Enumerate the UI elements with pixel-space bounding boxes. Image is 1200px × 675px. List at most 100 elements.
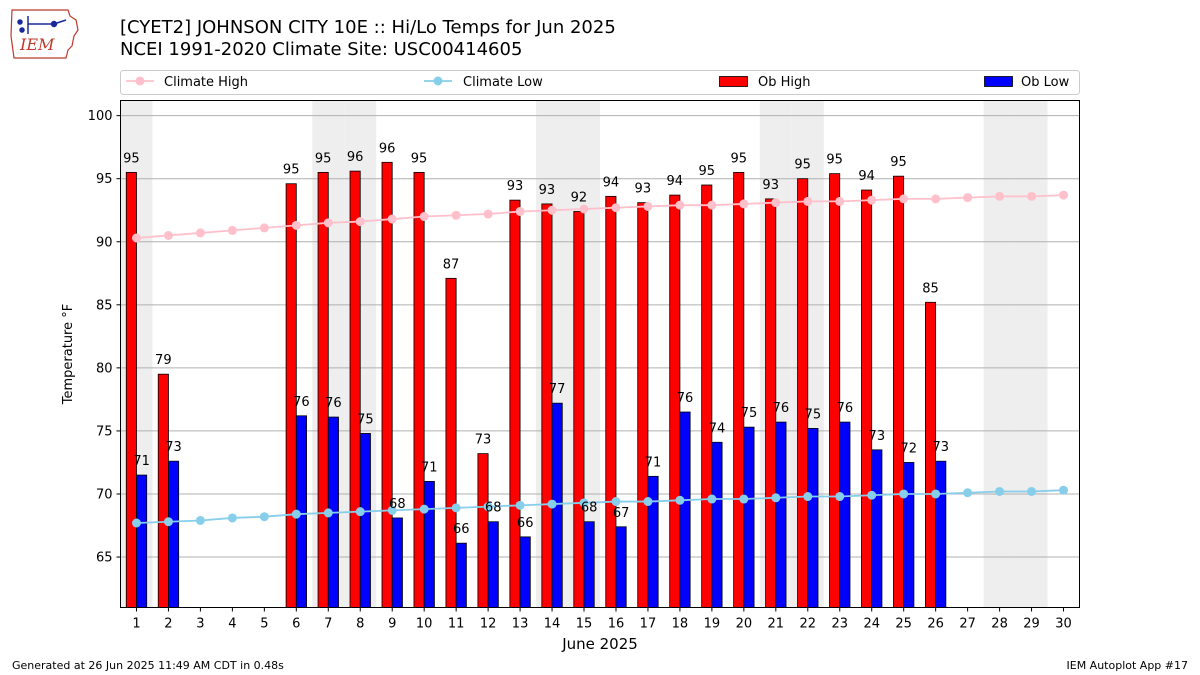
climate-low-point <box>707 494 717 504</box>
weekend-shade <box>1015 100 1048 608</box>
ob-low-bar <box>423 480 435 608</box>
ob-high-bar <box>893 175 905 608</box>
x-tick-label: 7 <box>324 617 332 632</box>
ob-high-label: 95 <box>890 155 907 170</box>
ob-high-label: 93 <box>507 179 524 194</box>
x-tick-label: 24 <box>863 617 880 632</box>
climate-high-point <box>195 228 205 238</box>
x-tick-label: 10 <box>416 617 433 632</box>
climate-high-point <box>547 205 557 215</box>
climate-low-point <box>803 492 813 502</box>
y-tick-label: 95 <box>96 172 113 187</box>
y-tick-label: 85 <box>96 298 113 313</box>
generated-note: Generated at 26 Jun 2025 11:49 AM CDT in… <box>12 659 284 672</box>
climate-low-point <box>867 490 877 500</box>
ob-high-label: 94 <box>667 174 684 189</box>
climate-low-point <box>355 507 365 517</box>
climate-high-point <box>1027 191 1037 201</box>
ob-high-bar <box>605 195 617 608</box>
ob-high-bar <box>413 171 425 608</box>
ob-low-bar <box>519 536 531 608</box>
legend-label-ob-low: Ob Low <box>1021 75 1070 90</box>
x-tick-label: 5 <box>260 617 268 632</box>
app-credit: IEM Autoplot App #17 <box>1066 659 1189 672</box>
ob-high-bar <box>797 178 809 608</box>
ob-high-bar <box>477 453 489 608</box>
ob-low-label: 76 <box>293 395 310 410</box>
x-tick-label: 8 <box>356 617 364 632</box>
ob-low-label: 74 <box>709 421 726 436</box>
ob-low-bar <box>935 460 947 608</box>
ob-low-label: 75 <box>805 407 822 422</box>
climate-low-point <box>515 500 525 510</box>
climate-high-point <box>707 200 717 210</box>
legend-label-climate-high: Climate High <box>164 75 248 90</box>
climate-low-point <box>323 508 333 518</box>
ob-high-label: 92 <box>571 190 588 205</box>
ob-low-label: 68 <box>485 501 502 516</box>
climate-low-point <box>675 495 685 505</box>
ob-low-label: 67 <box>613 506 630 521</box>
climate-low-point <box>1059 485 1069 495</box>
weather-station-icon <box>17 16 67 34</box>
ob-low-label: 75 <box>741 406 758 421</box>
x-tick-label: 21 <box>768 617 785 632</box>
x-tick-label: 30 <box>1055 617 1072 632</box>
climate-high-point <box>931 194 941 204</box>
ob-low-bar <box>583 521 595 608</box>
ob-high-label: 95 <box>826 153 843 168</box>
x-tick-label: 2 <box>164 617 172 632</box>
climate-high-point <box>867 195 877 205</box>
climate-high-point <box>803 196 813 206</box>
ob-high-bar <box>861 189 873 608</box>
ob-high-bar <box>637 202 649 608</box>
x-tick-label: 27 <box>959 617 976 632</box>
climate-low-point <box>579 498 589 508</box>
climate-high-point <box>739 199 749 209</box>
ob-low-label: 76 <box>325 396 342 411</box>
climate-high-point <box>131 233 141 243</box>
x-axis-label: June 2025 <box>561 635 638 653</box>
ob-high-bar <box>733 171 745 608</box>
ob-low-bar <box>807 428 819 608</box>
x-tick-label: 23 <box>831 617 848 632</box>
ob-low-label: 76 <box>773 401 790 416</box>
climate-high-point <box>899 194 909 204</box>
legend-label-ob-high: Ob High <box>758 75 811 90</box>
ob-low-bar <box>743 426 755 608</box>
x-tick-label: 20 <box>736 617 753 632</box>
chart-title: [CYET2] JOHNSON CITY 10E :: Hi/Lo Temps … <box>120 17 616 61</box>
ob-low-label: 77 <box>549 382 566 397</box>
climate-high-point <box>963 193 973 203</box>
legend-item-ob-low: Ob Low <box>984 75 1070 90</box>
ob-low-label: 68 <box>581 501 598 516</box>
ob-low-bar <box>136 474 148 608</box>
climate-high-point <box>643 201 653 211</box>
ob-low-label: 73 <box>165 440 182 455</box>
x-tick-label: 28 <box>991 617 1008 632</box>
x-tick-label: 17 <box>640 617 657 632</box>
x-tick-label: 14 <box>544 617 561 632</box>
climate-low-point <box>483 502 493 512</box>
climate-low-point <box>899 489 909 499</box>
climate-high-point <box>675 200 685 210</box>
ob-high-bar <box>829 173 841 608</box>
title-line-2: NCEI 1991-2020 Climate Site: USC00414605 <box>120 39 523 60</box>
climate-high-point <box>291 220 301 230</box>
ob-high-label: 95 <box>283 163 300 178</box>
climate-low-point <box>771 493 781 503</box>
ob-high-label: 93 <box>539 183 556 198</box>
ob-high-bar <box>157 373 169 608</box>
ob-low-label: 76 <box>837 401 854 416</box>
climate-low-point <box>931 489 941 499</box>
ob-low-bar <box>903 462 915 608</box>
climate-high-point <box>579 204 589 214</box>
ob-low-label: 66 <box>517 516 534 531</box>
x-tick-label: 13 <box>512 617 529 632</box>
ob-high-label: 93 <box>635 182 652 197</box>
x-tick-label: 26 <box>927 617 944 632</box>
ob-high-label: 85 <box>922 281 939 296</box>
x-tick-label: 9 <box>388 617 396 632</box>
ob-high-label: 73 <box>475 433 492 448</box>
